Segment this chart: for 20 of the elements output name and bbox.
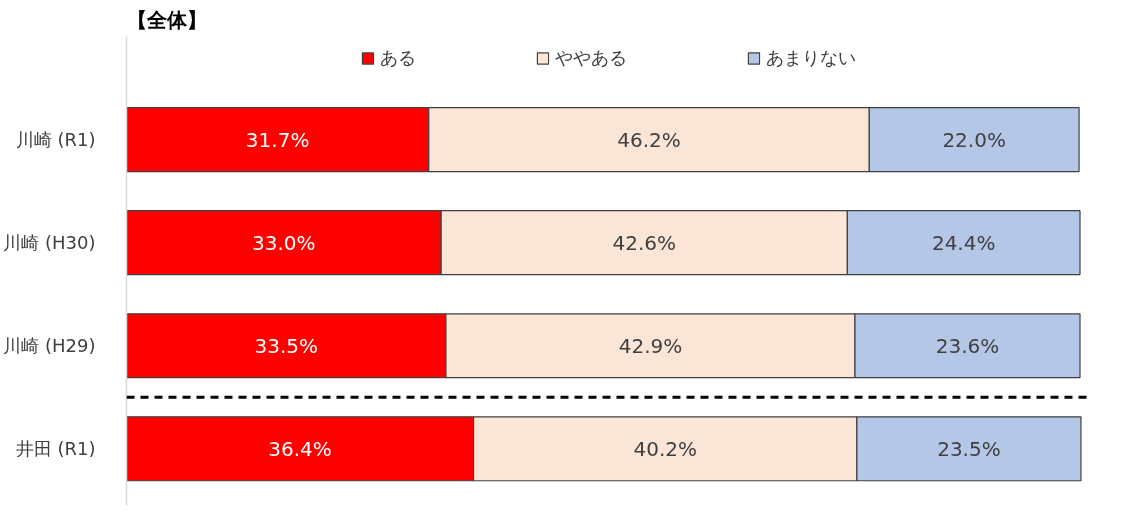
data-label: 36.4% [268, 436, 332, 461]
data-label: 42.9% [618, 333, 683, 358]
chart-title: 【全体】 [126, 7, 207, 32]
y-tick-label: 井田 (R1) [15, 438, 96, 460]
data-label: 31.7% [245, 127, 310, 152]
y-tick-label: 川崎 (R1) [15, 129, 96, 151]
data-label: 40.2% [633, 436, 698, 461]
data-label: 46.2% [617, 127, 681, 152]
legend-label: ややある [554, 46, 627, 70]
legend-label: ある [379, 46, 416, 70]
data-label: 42.6% [612, 230, 677, 255]
data-label: 23.6% [935, 333, 1000, 358]
data-label: 24.4% [931, 230, 996, 255]
data-label: 33.5% [254, 333, 318, 358]
y-tick-label: 川崎 (H30) [3, 232, 96, 254]
data-label: 33.0% [252, 230, 316, 255]
data-label: 23.5% [937, 436, 1001, 461]
data-label: 22.0% [942, 127, 1006, 152]
legend-label: あまりない [765, 46, 856, 70]
y-tick-label: 川崎 (H29) [3, 335, 96, 357]
